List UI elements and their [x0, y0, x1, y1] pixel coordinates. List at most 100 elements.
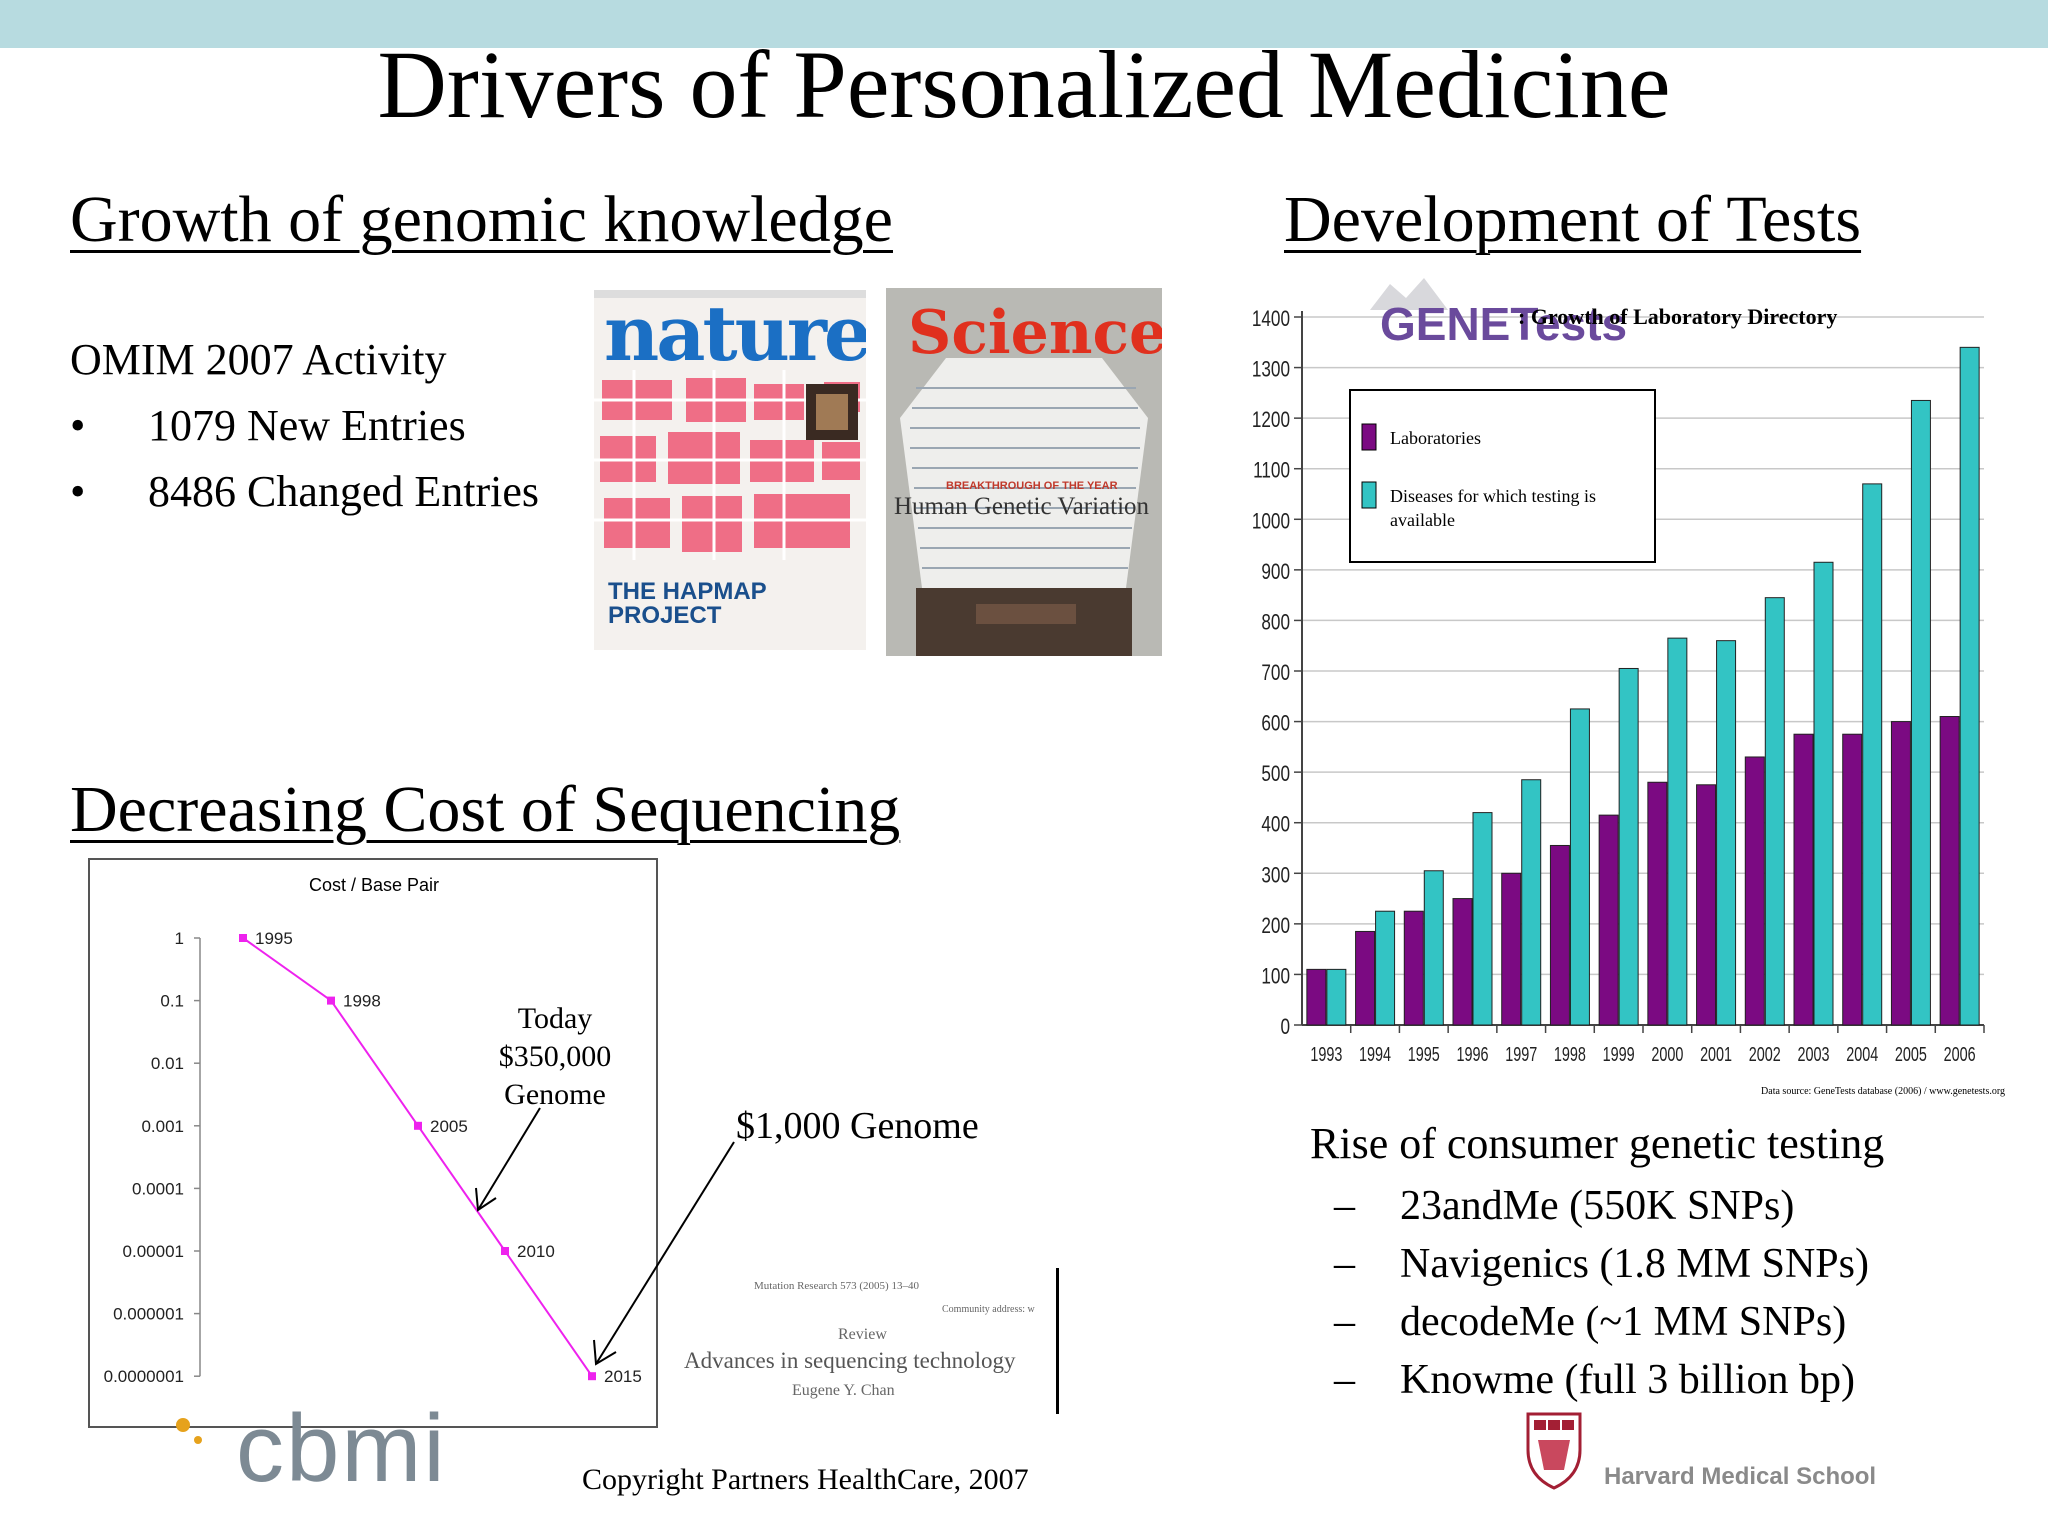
bar-y-tick-label: 300 — [1261, 863, 1290, 888]
bullet-new-entries: • 1079 New Entries — [70, 398, 590, 454]
harvard-shield-icon — [1526, 1412, 1582, 1490]
today-line-1: Today — [517, 1002, 593, 1035]
bar-laboratories — [1696, 784, 1717, 1026]
cost-point-marker — [414, 1121, 422, 1130]
bar-diseases — [1326, 968, 1347, 1026]
bar-laboratories — [1647, 781, 1668, 1026]
bar-y-tick-label: 600 — [1261, 712, 1290, 737]
bar-x-tick-label: 1997 — [1505, 1043, 1537, 1066]
bar-laboratories — [1890, 721, 1911, 1026]
cost-point-label: 1998 — [343, 992, 381, 1011]
paper-address: Community address: w — [942, 1304, 1035, 1315]
bar-diseases — [1618, 667, 1639, 1026]
nature-cover-image: nature THE HAPMAP PROJECT — [594, 290, 866, 650]
bar-chart-bars — [1306, 346, 1980, 1026]
bar-x-tick-label: 2005 — [1895, 1043, 1927, 1066]
bar-x-tick-label: 1996 — [1456, 1043, 1488, 1066]
today-line-3: Genome — [504, 1078, 606, 1111]
consumer-text: Knowme (full 3 billion bp) — [1400, 1357, 1855, 1403]
legend-label-diseases-line1: Diseases for which testing is — [1390, 486, 1596, 506]
consumer-text: 23andMe (550K SNPs) — [1400, 1183, 1795, 1229]
bar-chart-source: Data source: GeneTests database (2006) /… — [1761, 1086, 2005, 1097]
bar-diseases — [1910, 399, 1931, 1026]
bullet-marker: • — [70, 467, 86, 516]
science-kicker: BREAKTHROUGH OF THE YEAR — [946, 480, 1118, 492]
consumer-item: – decodeMe (~1 MM SNPs) — [1334, 1294, 1974, 1350]
harvard-logo-text: Harvard Medical School — [1604, 1463, 1877, 1490]
bar-chart-legend: Laboratories Diseases for which testing … — [1349, 389, 1656, 563]
cost-chart-points: 1995 1998 2005 2010 2015 — [239, 929, 642, 1386]
bar-diseases — [1813, 561, 1834, 1026]
cost-point-label: 2005 — [430, 1117, 468, 1136]
bar-x-tick-label: 1994 — [1359, 1043, 1391, 1066]
bar-laboratories — [1403, 910, 1424, 1026]
bar-laboratories — [1939, 716, 1960, 1026]
nature-cover-art — [594, 370, 866, 560]
consumer-text: decodeMe (~1 MM SNPs) — [1400, 1299, 1847, 1345]
cost-y-tick-label: 1 — [175, 929, 184, 948]
bar-x-tick-label: 2002 — [1749, 1043, 1781, 1066]
legend-swatch-laboratories — [1361, 423, 1377, 451]
bar-chart-x-axis: 1993 1994 1995 1996 1997 1998 1999 2000 2001 2002… — [1302, 1024, 1985, 1066]
cost-y-tick-label: 0.001 — [141, 1117, 184, 1136]
consumer-dash: – — [1334, 1241, 1355, 1287]
nature-headline-1: THE HAPMAP — [608, 578, 767, 605]
bar-y-tick-label: 500 — [1261, 762, 1290, 787]
cost-y-tick-label: 0.0001 — [132, 1179, 184, 1198]
science-cover-image: Science BREAKTHROUGH OF THE YEAR Human G… — [886, 288, 1162, 656]
bar-y-tick-label: 900 — [1261, 560, 1290, 585]
paper-author: Eugene Y. Chan — [792, 1382, 895, 1399]
consumer-item: – Navigenics (1.8 MM SNPs) — [1334, 1236, 1974, 1292]
bar-laboratories — [1842, 733, 1863, 1026]
bar-y-tick-label: 1000 — [1252, 509, 1290, 534]
bar-diseases — [1862, 483, 1883, 1026]
bullet-text: 8486 Changed Entries — [148, 467, 540, 516]
cost-point-label: 2015 — [604, 1367, 642, 1386]
science-headline: Human Genetic Variation — [894, 493, 1150, 520]
bar-diseases — [1375, 910, 1396, 1026]
cost-y-tick-label: 0.000001 — [113, 1305, 184, 1324]
cost-y-tick-label: 0.01 — [151, 1054, 184, 1073]
science-masthead: Science — [908, 298, 1162, 368]
slide-title: Drivers of Personalized Medicine — [377, 31, 1671, 138]
bullet-marker: • — [70, 401, 86, 450]
bar-y-tick-label: 1200 — [1252, 408, 1290, 433]
cbmi-logo-dot — [176, 1418, 190, 1432]
bar-laboratories — [1549, 844, 1570, 1026]
cost-y-tick-label: 0.00001 — [123, 1242, 184, 1261]
consumer-dash: – — [1334, 1357, 1355, 1403]
bar-laboratories — [1306, 968, 1327, 1026]
bar-diseases — [1472, 812, 1493, 1026]
bullet-changed-entries: • 8486 Changed Entries — [70, 464, 590, 520]
bar-x-tick-label: 1993 — [1310, 1043, 1342, 1066]
review-paper-snippet: Mutation Research 573 (2005) 13–40 Commu… — [670, 1270, 1060, 1420]
cost-y-tick-label: 0.1 — [160, 992, 184, 1011]
bar-chart-y-axis: 0 100 200 300 400 500 600 700 800 900 1000 1100 1200… — [1252, 307, 1303, 1040]
consumer-item: – Knowme (full 3 billion bp) — [1334, 1352, 1974, 1408]
bar-x-tick-label: 1995 — [1408, 1043, 1440, 1066]
bar-y-tick-label: 800 — [1261, 610, 1290, 635]
bar-y-tick-label: 1100 — [1253, 459, 1290, 484]
bar-laboratories — [1793, 733, 1814, 1026]
consumer-text: Navigenics (1.8 MM SNPs) — [1400, 1241, 1869, 1287]
cost-per-base-chart: Cost / Base Pair 1 0.1 0.01 0.001 0.0001 0.00… — [88, 858, 658, 1428]
bar-diseases — [1764, 597, 1785, 1026]
bar-x-tick-label: 2000 — [1651, 1043, 1683, 1066]
bar-x-tick-label: 1998 — [1554, 1043, 1586, 1066]
bar-x-tick-label: 2001 — [1700, 1043, 1732, 1066]
bar-diseases — [1569, 708, 1590, 1026]
bar-laboratories — [1744, 756, 1765, 1026]
bar-x-tick-label: 2003 — [1797, 1043, 1829, 1066]
cost-point-marker — [588, 1372, 596, 1381]
genomic-heading: Growth of genomic knowledge — [70, 183, 893, 256]
nature-masthead: nature — [604, 290, 866, 378]
legend-swatch-diseases — [1361, 481, 1377, 509]
cbmi-logo-dot-small — [194, 1436, 202, 1444]
science-cover-art — [886, 288, 1162, 656]
bar-laboratories — [1501, 872, 1522, 1026]
legend-label-diseases-line2: available — [1390, 510, 1455, 530]
cost-chart-title: Cost / Base Pair — [309, 875, 439, 895]
sequencing-heading: Decreasing Cost of Sequencing — [70, 773, 901, 846]
cost-point-marker — [327, 996, 335, 1005]
bar-x-tick-label: 1999 — [1603, 1043, 1635, 1066]
